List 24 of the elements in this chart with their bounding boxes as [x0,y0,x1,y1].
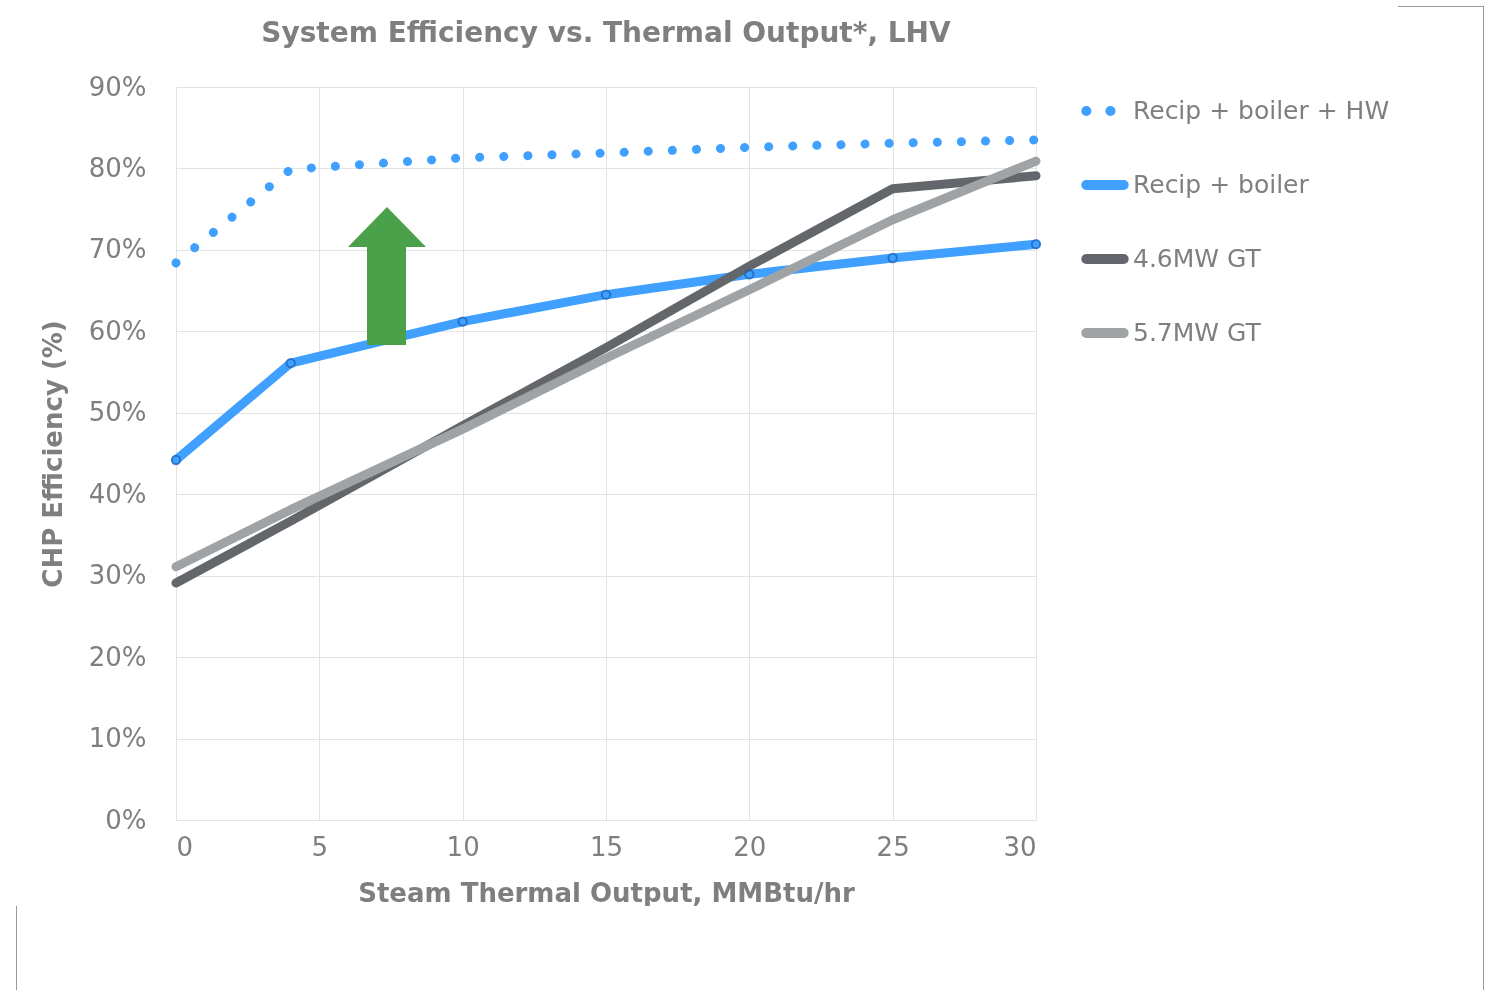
y-tick-label: 20% [88,641,147,672]
y-tick-label: 80% [88,152,147,183]
legend-label: Recip + boiler [1133,170,1310,199]
x-tick-label: 10 [446,831,480,862]
legend-label: 5.7MW GT [1133,318,1262,347]
x-tick-label: 30 [1003,831,1037,862]
y-tick-label: 90% [88,71,147,102]
x-tick-label: 0 [176,831,194,862]
legend-label: Recip + boiler + HW [1133,96,1390,125]
x-tick-label: 25 [876,831,910,862]
y-tick-label: 10% [88,723,147,754]
x-axis-title: Steam Thermal Output, MMBtu/hr [358,877,855,908]
y-tick-label: 50% [88,397,147,428]
y-axis-title: CHP Efficiency (%) [37,320,68,588]
chart-title: System Efficiency vs. Thermal Output*, LHV [261,16,952,49]
y-tick-label: 30% [88,560,147,591]
y-tick-label: 0% [105,804,147,835]
x-tick-label: 5 [311,831,329,862]
x-tick-label: 20 [733,831,767,862]
legend-label: 4.6MW GT [1133,244,1262,273]
x-tick-label: 15 [589,831,624,862]
y-tick-label: 40% [88,478,147,509]
y-tick-label: 60% [88,315,147,346]
y-tick-label: 70% [88,234,147,265]
